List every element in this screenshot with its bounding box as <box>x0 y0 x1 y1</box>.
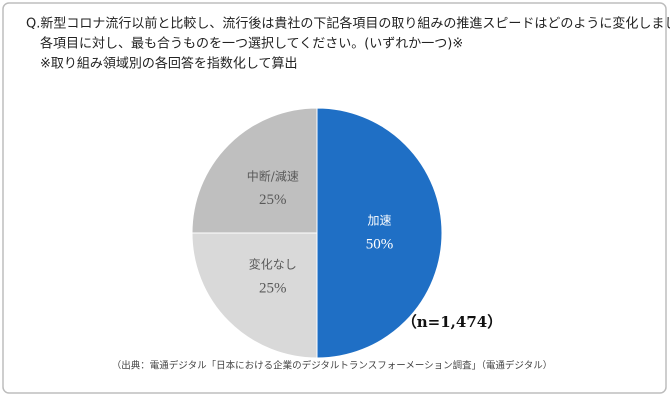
slice-value: 25% <box>259 192 287 208</box>
pie-slice <box>191 232 318 359</box>
slice-value: 50% <box>366 236 394 252</box>
title-line: 各項目に対し、最も合うものを一つ選択してください。(いずれか一つ)※ <box>40 36 463 52</box>
slice-value: 25% <box>259 281 287 297</box>
title-line: Q.新型コロナ流行以前と比較し、流行後は貴社の下記各項目の取り組みの推進スピード… <box>26 16 670 32</box>
annotation: （n=1,474） <box>402 313 502 331</box>
source: （出典：電通デジタル「日本における企業のデジタルトランスフォーメーション調査」（… <box>112 360 552 372</box>
slice-label: 変化なし <box>249 257 297 272</box>
slice-label: 中断/減速 <box>247 168 299 183</box>
pie-slice <box>191 107 318 234</box>
title-line: ※取り組み領域別の各回答を指数化して算出 <box>40 56 298 72</box>
pie-slice <box>316 107 443 359</box>
slice-label: 加速 <box>367 214 391 228</box>
